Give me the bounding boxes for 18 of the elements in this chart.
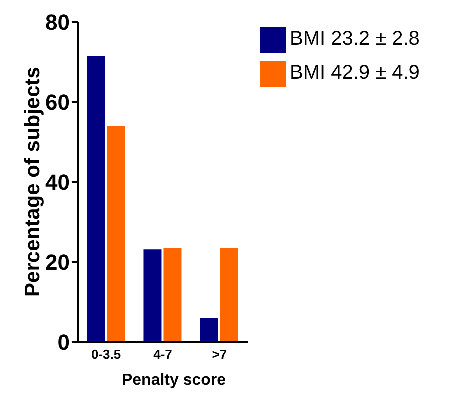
bar <box>144 250 162 342</box>
bar <box>220 248 238 342</box>
bar <box>200 318 218 342</box>
y-tick-label: 40 <box>46 170 70 195</box>
legend-label: BMI 42.9 ± 4.9 <box>290 62 420 84</box>
x-tick-label: >7 <box>212 347 228 362</box>
x-tick-label: 0-3.5 <box>92 347 122 362</box>
y-axis-title: Percentage of subjects <box>21 67 44 297</box>
x-tick-label: 4-7 <box>154 347 172 362</box>
y-tick-label: 60 <box>46 90 70 115</box>
bar <box>87 56 106 342</box>
legend-label: BMI 23.2 ± 2.8 <box>290 28 420 50</box>
bar <box>164 248 182 342</box>
bar <box>107 126 126 342</box>
y-tick-label: 0 <box>58 330 70 355</box>
y-tick-label: 20 <box>46 250 70 275</box>
y-tick-label: 80 <box>46 10 70 35</box>
x-axis-title: Penalty score <box>120 372 228 390</box>
